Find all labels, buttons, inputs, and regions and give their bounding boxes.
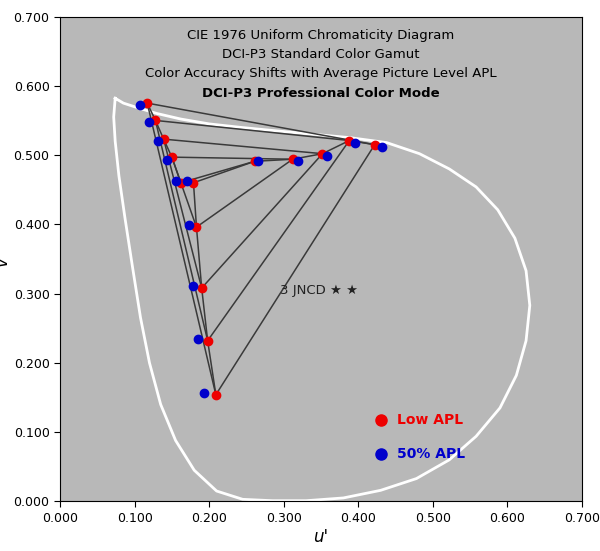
Text: Low APL: Low APL <box>397 413 463 426</box>
Text: 3 JNCD ★ ★: 3 JNCD ★ ★ <box>280 284 358 296</box>
Text: DCI-P3 Professional Color Mode: DCI-P3 Professional Color Mode <box>202 87 440 100</box>
Text: 50% APL: 50% APL <box>397 447 465 461</box>
Text: CIE 1976 Uniform Chromaticity Diagram: CIE 1976 Uniform Chromaticity Diagram <box>187 29 455 42</box>
Text: Color Accuracy Shifts with Average Picture Level APL: Color Accuracy Shifts with Average Pictu… <box>145 67 497 80</box>
Text: DCI-P3 Standard Color Gamut: DCI-P3 Standard Color Gamut <box>222 48 420 61</box>
Y-axis label: v': v' <box>0 252 11 266</box>
X-axis label: u': u' <box>313 528 329 545</box>
